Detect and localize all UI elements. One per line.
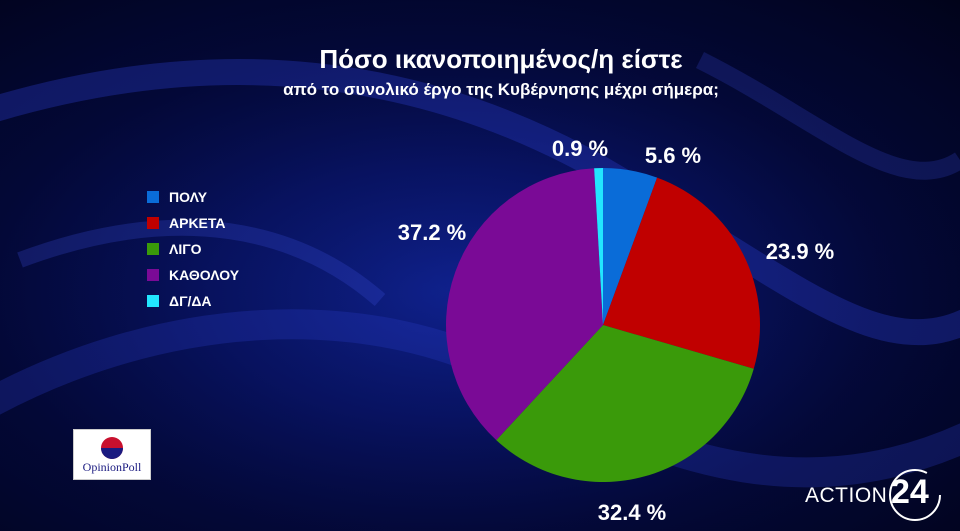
legend-swatch (147, 242, 159, 255)
legend-label: ΚΑΘΟΛΟΥ (169, 266, 240, 283)
legend-label: ΠΟΛΥ (169, 188, 208, 205)
chart-subtitle: από το συνολικό έργο της Κυβέρνησης μέχρ… (283, 80, 719, 99)
pie-slice-ΠΟΛΥ (603, 168, 658, 325)
brand-number: 24 (891, 473, 929, 511)
data-label: 0.9 % (552, 136, 608, 161)
legend-item: ΠΟΛΥ (147, 186, 239, 207)
opinionpoll-logo-icon (101, 437, 123, 459)
data-label: 37.2 % (398, 220, 467, 245)
chart-title: Πόσο ικανοποιημένος/η είστε (319, 44, 683, 74)
action24-brand: ACTION 24 (805, 465, 945, 525)
legend-item: ΔΓ/ΔΑ (147, 290, 239, 311)
legend-label: ΛΙΓΟ (169, 240, 202, 257)
legend-item: ΛΙΓΟ (147, 238, 239, 259)
legend-item: ΑΡΚΕΤΑ (147, 212, 239, 233)
pie-slice-ΑΡΚΕΤΑ (603, 177, 761, 369)
legend-swatch (147, 216, 159, 229)
pie-slice-ΛΙΓΟ (496, 325, 754, 482)
data-label: 32.4 % (598, 500, 667, 525)
pie-slice-ΔΓ/ΔΑ (594, 168, 603, 325)
brand-text: ACTION (805, 484, 888, 507)
logo-label: OpinionPoll (82, 460, 142, 474)
brand-ring-icon (889, 469, 941, 521)
chart-legend: ΠΟΛΥ ΑΡΚΕΤΑ ΛΙΓΟ ΚΑΘΟΛΟΥ ΔΓ/ΔΑ (147, 186, 239, 316)
data-label: 5.6 % (645, 143, 701, 168)
data-label: 23.9 % (766, 239, 835, 264)
legend-label: ΑΡΚΕΤΑ (169, 214, 226, 231)
legend-swatch (147, 190, 159, 203)
pie-slice-ΚΑΘΟΛΟΥ (446, 168, 603, 441)
legend-swatch (147, 268, 159, 281)
legend-swatch (147, 294, 159, 307)
legend-label: ΔΓ/ΔΑ (169, 292, 212, 309)
legend-item: ΚΑΘΟΛΟΥ (147, 264, 239, 285)
opinionpoll-logo: OpinionPoll (73, 429, 151, 480)
